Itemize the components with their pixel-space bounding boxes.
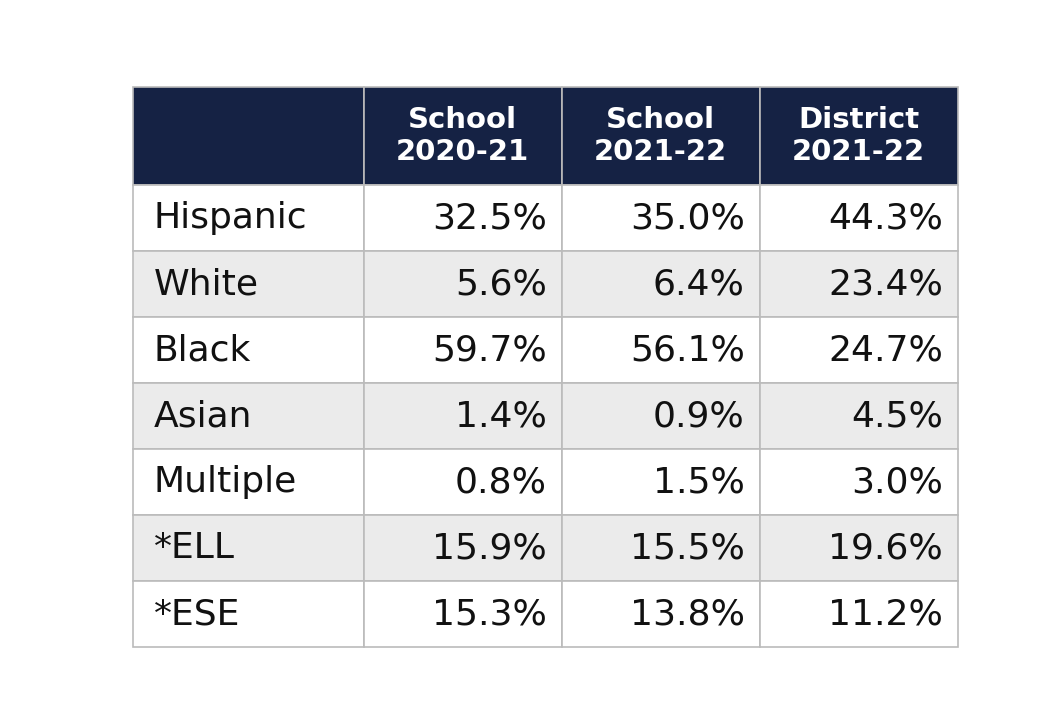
Bar (760, 185, 958, 252)
Text: White: White (153, 267, 259, 301)
Text: 59.7%: 59.7% (432, 333, 547, 367)
Text: 0.9%: 0.9% (653, 399, 745, 433)
Bar (364, 185, 562, 252)
Text: 13.8%: 13.8% (630, 597, 745, 631)
Bar (760, 449, 958, 515)
Bar (760, 581, 958, 647)
Text: 1.5%: 1.5% (653, 465, 745, 499)
Bar (562, 317, 760, 383)
Text: Multiple: Multiple (153, 465, 297, 499)
Text: Hispanic: Hispanic (153, 201, 307, 236)
Text: 4.5%: 4.5% (851, 399, 943, 433)
Bar (562, 449, 760, 515)
Bar (562, 185, 760, 252)
Bar (133, 515, 364, 581)
Text: 24.7%: 24.7% (828, 333, 943, 367)
Bar (562, 581, 760, 647)
Bar (760, 317, 958, 383)
Text: *ESE: *ESE (153, 597, 240, 631)
Bar (364, 515, 562, 581)
Text: 35.0%: 35.0% (630, 201, 745, 236)
Text: School
2021-22: School 2021-22 (594, 106, 728, 166)
Bar (562, 515, 760, 581)
Text: 6.4%: 6.4% (653, 267, 745, 301)
Text: Black: Black (153, 333, 251, 367)
Text: 32.5%: 32.5% (432, 201, 547, 236)
Bar (760, 252, 958, 317)
Bar (133, 185, 364, 252)
Bar (133, 449, 364, 515)
Bar (133, 581, 364, 647)
Text: Asian: Asian (153, 399, 252, 433)
Text: *ELL: *ELL (153, 531, 235, 565)
Bar (562, 252, 760, 317)
Bar (760, 383, 958, 449)
Text: 3.0%: 3.0% (851, 465, 943, 499)
Text: 15.5%: 15.5% (630, 531, 745, 565)
Bar (133, 87, 364, 185)
Text: 19.6%: 19.6% (828, 531, 943, 565)
Bar (133, 252, 364, 317)
Text: 15.3%: 15.3% (432, 597, 547, 631)
Bar (760, 515, 958, 581)
Bar (364, 581, 562, 647)
Text: 5.6%: 5.6% (455, 267, 547, 301)
Bar (364, 317, 562, 383)
Text: 11.2%: 11.2% (828, 597, 943, 631)
Text: 56.1%: 56.1% (630, 333, 745, 367)
Bar (364, 87, 562, 185)
Text: 1.4%: 1.4% (455, 399, 547, 433)
Bar (562, 87, 760, 185)
Text: School
2020-21: School 2020-21 (396, 106, 530, 166)
Text: 15.9%: 15.9% (432, 531, 547, 565)
Text: 44.3%: 44.3% (828, 201, 943, 236)
Bar (364, 252, 562, 317)
Bar (364, 383, 562, 449)
Text: 23.4%: 23.4% (828, 267, 943, 301)
Bar (760, 87, 958, 185)
Text: 0.8%: 0.8% (455, 465, 547, 499)
Text: District
2021-22: District 2021-22 (792, 106, 926, 166)
Bar (133, 383, 364, 449)
Bar (562, 383, 760, 449)
Bar (133, 317, 364, 383)
Bar (364, 449, 562, 515)
